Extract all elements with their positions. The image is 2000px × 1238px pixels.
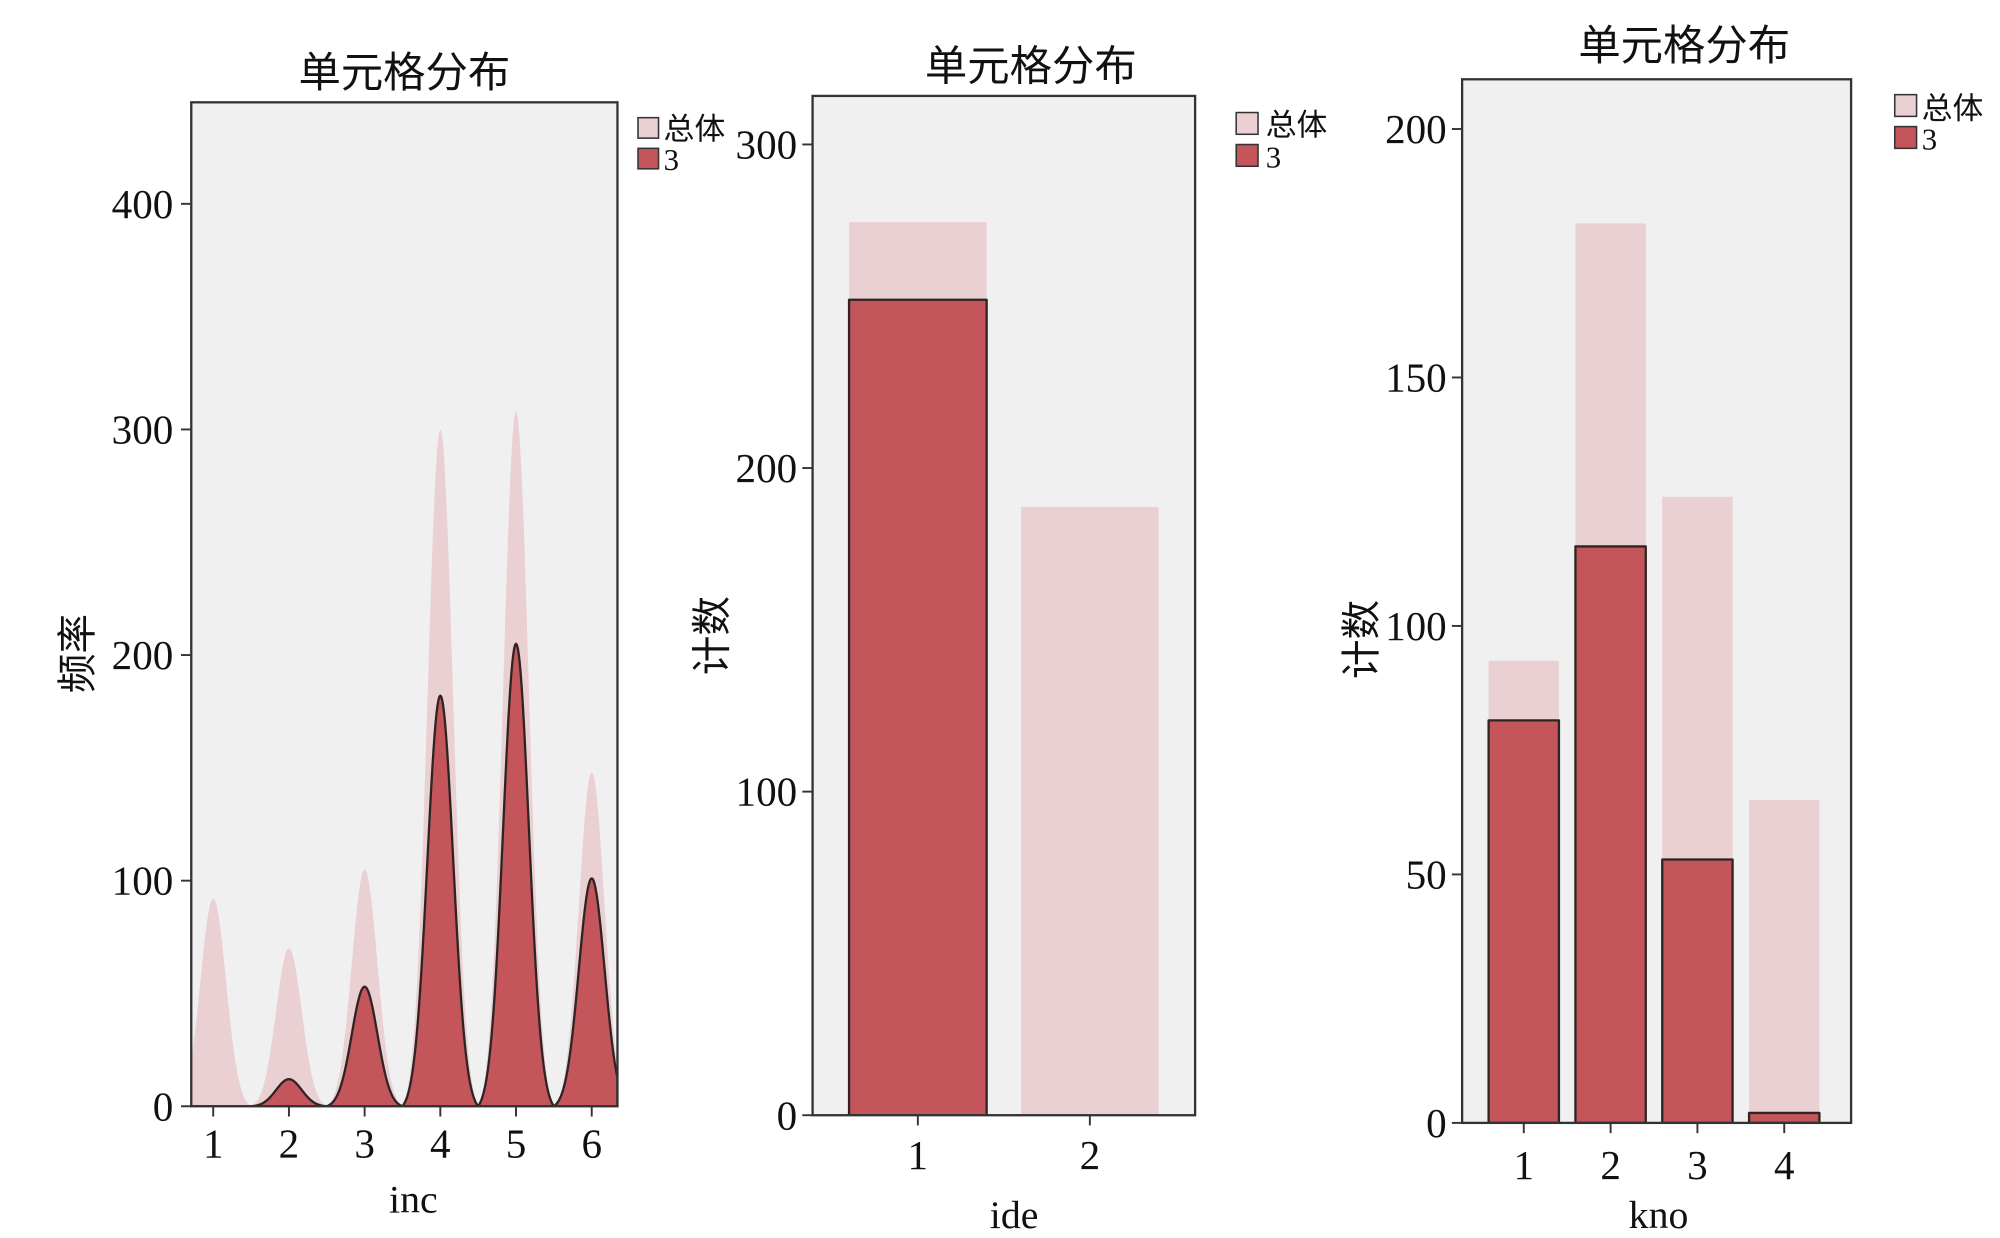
bar-group-cat-2: [1574, 545, 1647, 1123]
legend-label-overall: 总体: [1922, 92, 1984, 126]
axes: 0 100 200 300 1 2: [736, 122, 1101, 1178]
bar-overall-cat-2: [1021, 506, 1159, 1116]
chart-kno: 单元格分布 0 50 100 150 200 1 2 3 4 计数 kno 总体 3: [1340, 23, 1984, 1237]
legend-label-overall: 总体: [1266, 109, 1328, 143]
series-group: [847, 298, 988, 1116]
legend: 总体 3: [1893, 92, 1984, 157]
y-tick-label: 0: [153, 1083, 174, 1129]
area-group-cat-6: [552, 877, 618, 1107]
bar-group-cat-1: [847, 298, 988, 1116]
bar-overall-cat-4: [1749, 799, 1820, 1123]
legend-swatch-group: [637, 147, 660, 170]
area-overall-cat-1: [191, 898, 252, 1107]
series-group: [191, 642, 618, 1107]
x-tick-label: 2: [1600, 1142, 1621, 1188]
x-tick-label: 1: [908, 1132, 929, 1178]
y-tick-label: 300: [736, 122, 798, 168]
y-tick-label: 200: [112, 632, 174, 678]
y-tick-label: 0: [1426, 1100, 1447, 1146]
plot-frame: [190, 101, 619, 1108]
legend: 总体 3: [637, 112, 726, 177]
axes: 0 100 200 300 400 1 2 3 4 5 6: [112, 181, 602, 1166]
area-group-cat-5: [477, 642, 556, 1107]
marks: [1487, 223, 1821, 1123]
y-axis-title: 频率: [56, 614, 100, 693]
x-tick-label: 1: [203, 1120, 224, 1166]
x-axis-title: ide: [990, 1193, 1039, 1237]
y-tick-label: 200: [1385, 106, 1447, 152]
x-axis-title: kno: [1629, 1193, 1689, 1237]
x-tick-label: 4: [430, 1120, 451, 1166]
legend-swatch-group: [1893, 125, 1918, 150]
y-tick-label: 0: [777, 1092, 798, 1138]
legend-swatch-overall: [637, 116, 660, 139]
chart-ide: 单元格分布 0 100 200 300 1 2 计数 ide 总体 3: [690, 44, 1327, 1237]
area-overall-cat-2: [251, 948, 327, 1107]
x-tick-label: 3: [354, 1120, 375, 1166]
area-group-cat-3: [325, 985, 404, 1107]
area-group-cat-2: [249, 1078, 328, 1107]
y-tick-label: 200: [736, 445, 798, 491]
y-tick-label: 50: [1406, 852, 1447, 898]
chart-title: 单元格分布: [1578, 23, 1790, 70]
area-group-cat-4: [401, 694, 480, 1107]
x-tick-label: 2: [279, 1120, 300, 1166]
x-tick-label: 2: [1080, 1132, 1101, 1178]
y-tick-label: 150: [1385, 355, 1447, 401]
x-axis-title: inc: [389, 1177, 438, 1221]
x-tick-label: 5: [506, 1120, 527, 1166]
bar-group-cat-3: [1661, 858, 1734, 1123]
marks: [847, 222, 1159, 1116]
marks: [191, 411, 618, 1107]
bar-group-cat-4: [1747, 1111, 1821, 1123]
y-tick-label: 300: [112, 407, 174, 453]
series-group: [1487, 545, 1821, 1123]
y-axis-title: 计数: [1340, 600, 1384, 679]
legend: 总体 3: [1235, 109, 1328, 175]
legend-swatch-overall: [1893, 93, 1918, 118]
legend-swatch-overall: [1235, 111, 1259, 136]
x-tick-label: 6: [581, 1120, 602, 1166]
y-tick-label: 100: [736, 769, 798, 815]
axes: 0 50 100 150 200 1 2 3 4: [1385, 106, 1794, 1188]
bar-group-cat-1: [1487, 719, 1561, 1123]
legend-label-group: 3: [1922, 123, 1937, 157]
chart-inc: 单元格分布 0 100 200 300 400 1 2 3 4 5 6 频率 inc 总体 3: [56, 50, 725, 1221]
plot-frame: [1460, 78, 1853, 1125]
x-tick-label: 1: [1514, 1142, 1535, 1188]
legend-label-group: 3: [664, 143, 679, 177]
plot-area: [191, 102, 618, 1107]
chart-title: 单元格分布: [925, 44, 1137, 91]
x-tick-label: 3: [1687, 1142, 1708, 1188]
legend-label-group: 3: [1266, 141, 1281, 175]
y-axis-title: 计数: [690, 596, 734, 675]
legend-swatch-group: [1235, 143, 1259, 168]
chart-title: 单元格分布: [298, 50, 510, 97]
plot-frame: [811, 94, 1197, 1117]
y-tick-label: 400: [112, 181, 174, 227]
legend-label-overall: 总体: [664, 112, 726, 146]
y-tick-label: 100: [1385, 603, 1447, 649]
y-tick-label: 100: [112, 858, 174, 904]
x-tick-label: 4: [1774, 1142, 1795, 1188]
